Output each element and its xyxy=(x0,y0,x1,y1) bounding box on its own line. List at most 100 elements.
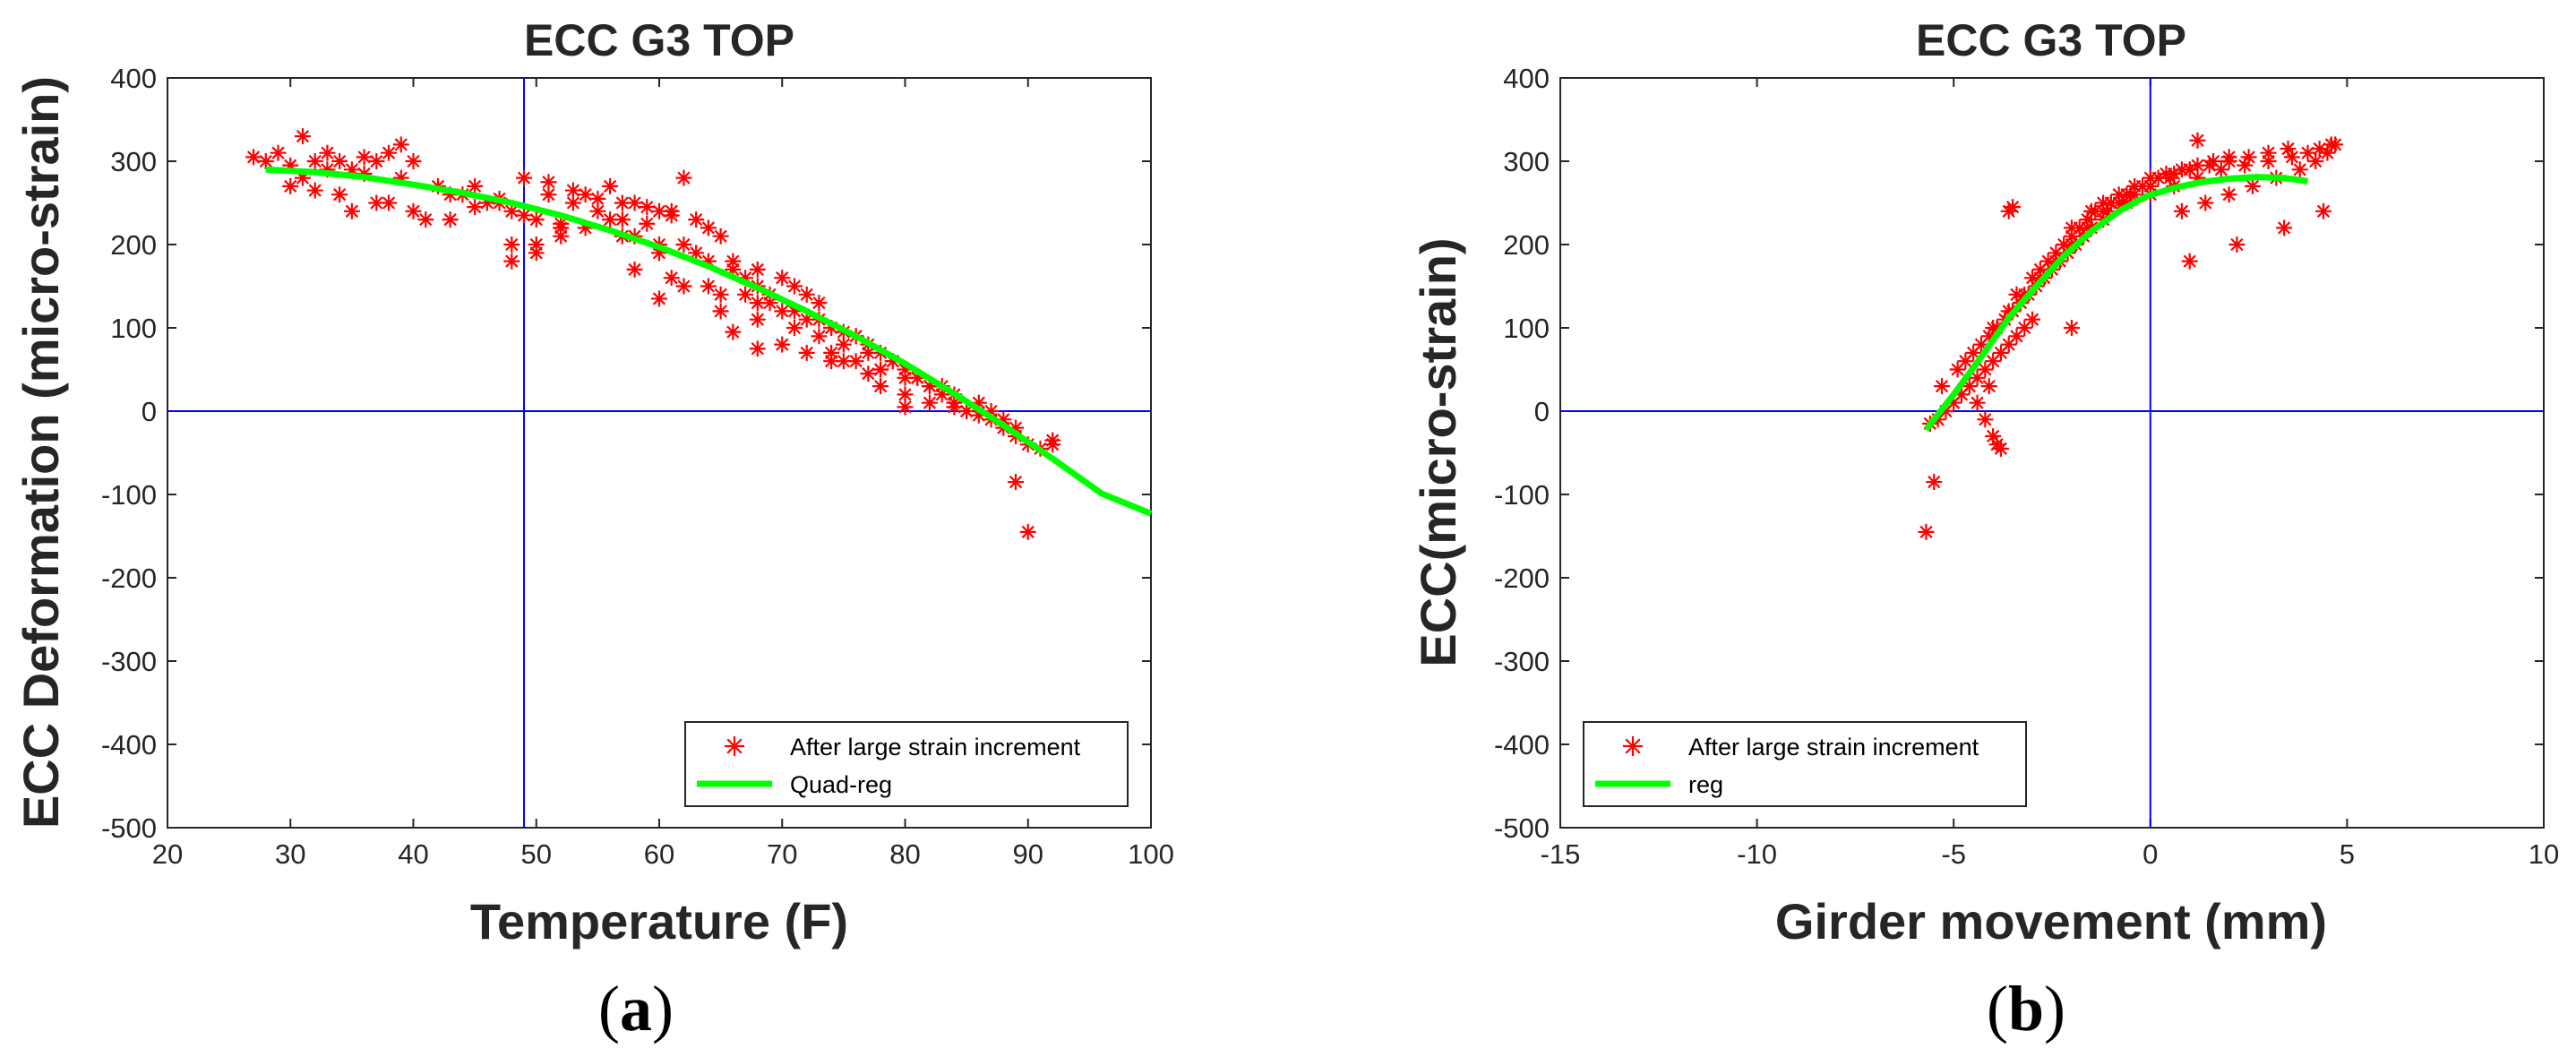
scatter-point xyxy=(392,136,409,153)
scatter-point xyxy=(675,236,692,253)
scatter-point xyxy=(663,270,680,287)
y-tick-label: -200 xyxy=(101,563,157,594)
y-tick-label: -200 xyxy=(1494,563,1550,594)
scatter-point xyxy=(2000,336,2017,353)
y-tick-label: -300 xyxy=(101,646,157,677)
panel-label-b: (b) xyxy=(1987,973,2065,1044)
scatter-point xyxy=(712,286,729,303)
scatter-point xyxy=(2237,157,2254,174)
chart-a-plot-area xyxy=(167,77,1152,829)
scatter-point xyxy=(331,186,348,203)
scatter-point xyxy=(553,219,570,236)
scatter-point xyxy=(2181,253,2198,270)
legend-asterisk xyxy=(725,736,744,756)
scatter-point xyxy=(663,202,680,219)
scatter-point xyxy=(2220,186,2237,203)
scatter-point xyxy=(368,194,385,211)
x-tick-label: 40 xyxy=(398,838,428,870)
scatter-point xyxy=(712,303,729,320)
scatter-point xyxy=(860,365,877,382)
x-tick-label: 5 xyxy=(2340,838,2355,870)
scatter-point xyxy=(417,211,434,228)
scatter-point xyxy=(1992,440,2009,457)
scatter-point xyxy=(712,228,729,245)
scatter-point xyxy=(688,211,705,228)
x-tick-label: 100 xyxy=(1128,838,1174,870)
x-tick-label: 80 xyxy=(889,838,920,870)
scatter-point xyxy=(626,261,643,278)
chart-a-legend-box xyxy=(684,721,1129,807)
scatter-point xyxy=(921,394,938,411)
scatter-point xyxy=(2201,157,2218,174)
scatter-point xyxy=(675,169,692,186)
scatter-point xyxy=(774,303,791,320)
scatter-point xyxy=(2173,202,2190,219)
scatter-point xyxy=(872,378,889,395)
chart-b-reg-line xyxy=(1923,174,2308,432)
y-tick-label: -400 xyxy=(101,729,157,761)
scatter-point xyxy=(331,153,348,169)
panel-label-a-letter: a xyxy=(620,973,652,1044)
chart-a-legend: After large strain increment Quad-reg xyxy=(684,721,1129,807)
chart-b-legend-asterisk-icon xyxy=(1623,736,1643,756)
scatter-point xyxy=(467,199,484,216)
scatter-point xyxy=(639,215,656,232)
scatter-point xyxy=(1934,378,1951,395)
scatter-point xyxy=(319,144,336,161)
scatter-point xyxy=(786,320,803,336)
scatter-point xyxy=(2000,202,2017,219)
scatter-point xyxy=(749,311,766,328)
scatter-point xyxy=(245,149,262,166)
scatter-point xyxy=(823,353,840,370)
scatter-point xyxy=(368,153,385,169)
scatter-point xyxy=(774,336,791,353)
chart-b-plot-area xyxy=(1559,77,2545,829)
scatter-point xyxy=(564,182,581,199)
scatter-point xyxy=(2189,132,2206,149)
scatter-point xyxy=(405,153,422,169)
x-tick-label: 50 xyxy=(521,838,552,870)
chart-a-xlabel: Temperature (F) xyxy=(470,893,848,950)
scatter-point xyxy=(725,323,742,340)
scatter-point xyxy=(1961,378,1978,395)
panel-label-a: (a) xyxy=(598,973,674,1044)
y-tick-label: -300 xyxy=(1494,646,1550,677)
y-tick-label: 400 xyxy=(110,63,157,94)
scatter-point xyxy=(2228,236,2245,253)
y-tick-label: 100 xyxy=(110,313,157,344)
scatter-point xyxy=(639,199,656,216)
x-tick-label: -15 xyxy=(1541,838,1581,870)
scatter-point xyxy=(540,174,557,191)
legend-asterisk xyxy=(1623,736,1643,756)
y-tick-label: -500 xyxy=(1494,812,1550,844)
scatter-point xyxy=(1008,474,1025,491)
scatter-point xyxy=(306,182,323,199)
chart-a-ylabel: ECC Deformation (micro-strain) xyxy=(13,76,69,829)
chart-b-legend-label-line: reg xyxy=(1688,771,1723,798)
scatter-point xyxy=(872,361,889,378)
scatter-point xyxy=(1926,474,1943,491)
scatter-point xyxy=(1985,320,2002,336)
scatter-point xyxy=(2307,153,2324,169)
scatter-point xyxy=(2063,219,2080,236)
scatter-point xyxy=(589,190,606,207)
y-tick-label: 0 xyxy=(1534,396,1550,427)
scatter-point xyxy=(1977,411,1994,428)
scatter-point xyxy=(343,202,360,219)
chart-b-ylabel: ECC(micro-strain) xyxy=(1410,237,1466,666)
scatter-point xyxy=(811,295,828,312)
scatter-point xyxy=(516,207,533,224)
y-tick-label: 200 xyxy=(1503,229,1550,261)
scatter-point xyxy=(651,290,667,307)
scatter-point xyxy=(602,211,619,228)
scatter-point xyxy=(2260,153,2277,169)
scatter-point xyxy=(774,270,791,287)
panel-b-girder-chart: ECC G3 TOP -15 -10 -5 0 5 10-500-400-300-200-… xyxy=(1410,15,2559,950)
scatter-point xyxy=(257,153,274,169)
x-tick-label: -10 xyxy=(1737,838,1777,870)
scatter-point xyxy=(946,399,963,416)
scatter-point xyxy=(2008,286,2025,303)
scatter-point xyxy=(442,211,459,228)
chart-a-ticks: 20 30 40 50 60 70 80 90 100 -500 -400 -300 -200 -100 0… xyxy=(101,63,1174,870)
